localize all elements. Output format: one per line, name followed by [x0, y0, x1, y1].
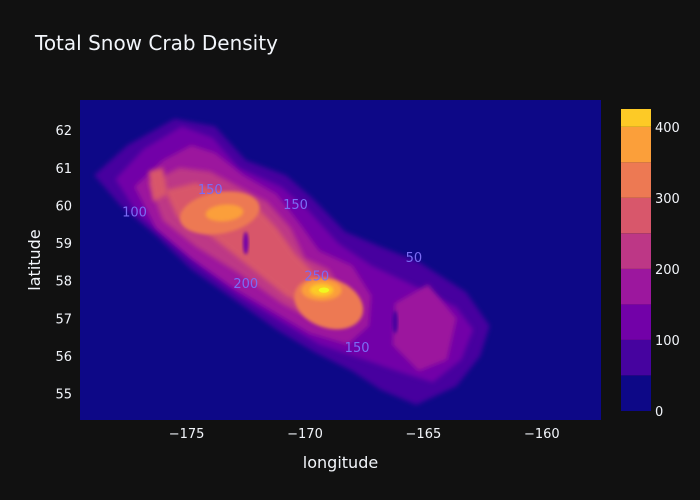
chart-title: Total Snow Crab Density: [34, 31, 278, 55]
y-axis-title: latitude: [25, 229, 44, 290]
x-tick-label: −170: [287, 427, 323, 442]
x-tick-label: −175: [169, 427, 205, 442]
contour-band-100-150-east: [392, 284, 457, 372]
y-tick-label: 61: [55, 162, 72, 177]
contour-hole-a: [243, 231, 249, 255]
y-tick-label: 56: [55, 350, 72, 365]
colorbar-tick-label: 400: [655, 121, 680, 136]
y-tick-label: 57: [55, 312, 72, 327]
y-tick-label: 60: [55, 199, 72, 214]
contour-label: 200: [233, 277, 258, 292]
colorbar: 0 100 200 300 400: [621, 109, 680, 420]
y-tick-label: 62: [55, 124, 72, 139]
contour-label: 100: [122, 206, 147, 221]
x-tick-label: −160: [524, 427, 560, 442]
colorbar-band: [621, 375, 651, 411]
colorbar-band: [621, 162, 651, 198]
contour-band-200-250-west: [148, 167, 168, 202]
contour-label: 150: [283, 198, 308, 213]
y-axis-ticks: 55 56 57 58 59 60 61 62: [55, 124, 72, 403]
contour-hole-b: [392, 310, 398, 334]
contour-label: 150: [198, 183, 223, 198]
contour-label: 150: [345, 341, 370, 356]
colorbar-band: [621, 233, 651, 269]
colorbar-band: [621, 304, 651, 340]
colorbar-tick-label: 100: [655, 334, 680, 349]
colorbar-band: [621, 126, 651, 163]
colorbar-band: [621, 109, 651, 127]
x-axis-ticks: −175 −170 −165 −160: [169, 427, 560, 442]
contour-band-400-plus: [318, 287, 330, 293]
y-tick-label: 55: [55, 388, 72, 403]
colorbar-tick-label: 300: [655, 192, 680, 207]
contour-label: 250: [304, 270, 329, 285]
colorbar-band: [621, 339, 651, 376]
colorbar-band: [621, 197, 651, 234]
colorbar-tick-label: 0: [655, 405, 663, 420]
y-tick-label: 58: [55, 275, 72, 290]
x-axis-title: longitude: [303, 453, 378, 472]
colorbar-tick-label: 200: [655, 263, 680, 278]
contour-labels: 100 150 150 200 250 150 50: [122, 183, 422, 356]
x-tick-label: −165: [406, 427, 442, 442]
contour-fill-layer: [94, 118, 490, 405]
colorbar-band: [621, 268, 651, 305]
y-tick-label: 59: [55, 237, 72, 252]
contour-label: 50: [406, 251, 423, 266]
contour-band-300-350-west: [205, 204, 244, 222]
